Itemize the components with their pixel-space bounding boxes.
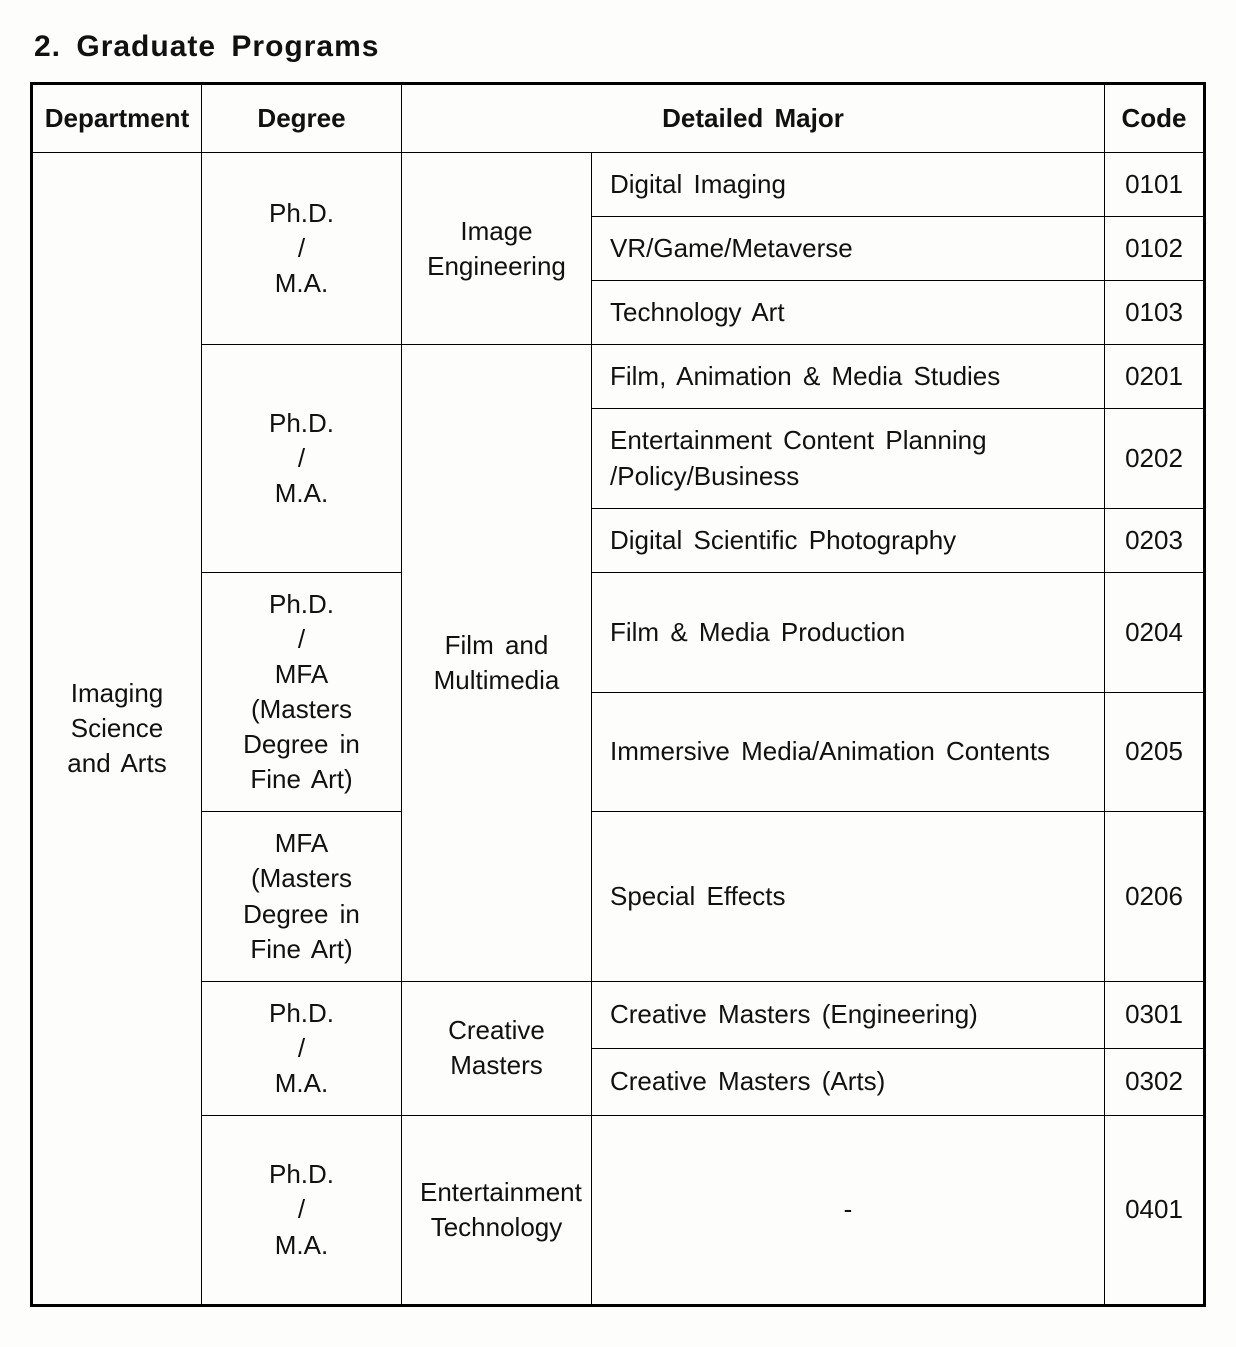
- major-cell: -: [592, 1115, 1105, 1305]
- code-cell: 0103: [1105, 281, 1205, 345]
- major-group-cell: Film and Multimedia: [402, 345, 592, 981]
- code-cell: 0301: [1105, 981, 1205, 1048]
- major-group-cell: Creative Masters: [402, 981, 592, 1115]
- major-cell: Entertainment Content Planning /Policy/B…: [592, 409, 1105, 508]
- major-cell: Digital Imaging: [592, 153, 1105, 217]
- major-cell: Immersive Media/Animation Contents: [592, 692, 1105, 812]
- department-cell: Imaging Science and Arts: [32, 153, 202, 1306]
- major-cell: Special Effects: [592, 812, 1105, 981]
- header-department: Department: [32, 84, 202, 153]
- degree-cell: Ph.D./M.A.: [202, 345, 402, 572]
- major-group-cell: Image Engineering: [402, 153, 592, 345]
- degree-cell: Ph.D./M.A.: [202, 153, 402, 345]
- header-degree: Degree: [202, 84, 402, 153]
- major-group-cell: Entertainment Technology: [402, 1115, 592, 1305]
- major-cell: Film & Media Production: [592, 572, 1105, 692]
- code-cell: 0202: [1105, 409, 1205, 508]
- major-cell: Digital Scientific Photography: [592, 508, 1105, 572]
- table-row: Ph.D./M.A. Film and Multimedia Film, Ani…: [32, 345, 1205, 409]
- major-cell: Technology Art: [592, 281, 1105, 345]
- degree-cell: MFA(Masters Degree in Fine Art): [202, 812, 402, 981]
- major-cell: VR/Game/Metaverse: [592, 217, 1105, 281]
- code-cell: 0302: [1105, 1048, 1205, 1115]
- code-cell: 0205: [1105, 692, 1205, 812]
- table-row: Ph.D./MFA(Masters Degree in Fine Art) Fi…: [32, 572, 1205, 692]
- code-cell: 0204: [1105, 572, 1205, 692]
- code-cell: 0102: [1105, 217, 1205, 281]
- table-row: Ph.D./M.A. Entertainment Technology - 04…: [32, 1115, 1205, 1305]
- code-cell: 0401: [1105, 1115, 1205, 1305]
- degree-cell: Ph.D./M.A.: [202, 981, 402, 1115]
- table-row: Ph.D./M.A. Creative Masters Creative Mas…: [32, 981, 1205, 1048]
- degree-cell: Ph.D./MFA(Masters Degree in Fine Art): [202, 572, 402, 812]
- table-row: Imaging Science and Arts Ph.D./M.A. Imag…: [32, 153, 1205, 217]
- programs-table: Department Degree Detailed Major Code Im…: [30, 82, 1206, 1307]
- table-header-row: Department Degree Detailed Major Code: [32, 84, 1205, 153]
- code-cell: 0201: [1105, 345, 1205, 409]
- section-title: 2. Graduate Programs: [34, 30, 1206, 64]
- code-cell: 0206: [1105, 812, 1205, 981]
- header-code: Code: [1105, 84, 1205, 153]
- table-row: MFA(Masters Degree in Fine Art) Special …: [32, 812, 1205, 981]
- code-cell: 0101: [1105, 153, 1205, 217]
- major-cell: Creative Masters (Arts): [592, 1048, 1105, 1115]
- major-cell: Creative Masters (Engineering): [592, 981, 1105, 1048]
- degree-cell: Ph.D./M.A.: [202, 1115, 402, 1305]
- header-detailed-major: Detailed Major: [402, 84, 1105, 153]
- page: 2. Graduate Programs Department Degree D…: [0, 0, 1236, 1347]
- major-cell: Film, Animation & Media Studies: [592, 345, 1105, 409]
- code-cell: 0203: [1105, 508, 1205, 572]
